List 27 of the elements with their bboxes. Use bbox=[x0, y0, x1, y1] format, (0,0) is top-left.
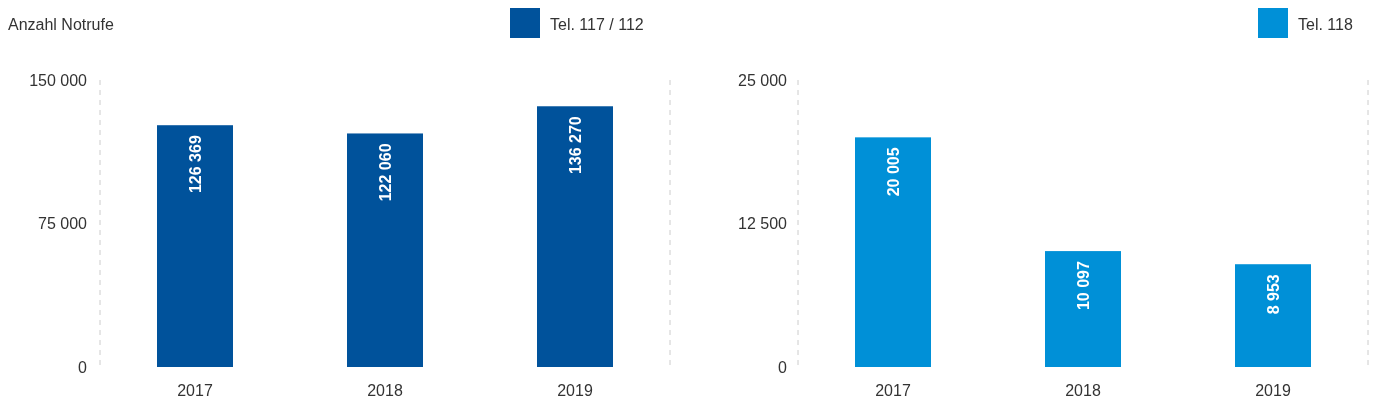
x-tick-label: 2019 bbox=[557, 381, 593, 399]
data-label: 8 953 bbox=[1264, 274, 1282, 315]
legend-label: Tel. 118 bbox=[1298, 15, 1353, 33]
y-tick-label: 0 bbox=[778, 358, 788, 376]
y-tick-label: 0 bbox=[78, 358, 88, 376]
x-tick-label: 2018 bbox=[1065, 381, 1101, 399]
bar bbox=[855, 137, 931, 367]
data-label: 126 369 bbox=[186, 135, 204, 194]
bar bbox=[347, 133, 423, 367]
bar bbox=[537, 106, 613, 367]
legend-label: Tel. 117 / 112 bbox=[550, 15, 644, 33]
bar bbox=[157, 125, 233, 367]
data-label: 136 270 bbox=[566, 116, 584, 175]
data-label: 10 097 bbox=[1074, 260, 1092, 311]
bar bbox=[1235, 264, 1311, 367]
bar bbox=[1045, 251, 1121, 367]
y-tick-label: 25 000 bbox=[738, 71, 788, 89]
data-label: 20 005 bbox=[884, 147, 902, 197]
y-tick-label: 150 000 bbox=[29, 71, 88, 89]
y-tick-label: 75 000 bbox=[38, 215, 88, 232]
x-tick-label: 2019 bbox=[1255, 381, 1291, 399]
x-tick-label: 2017 bbox=[177, 381, 213, 399]
data-label: 122 060 bbox=[376, 143, 394, 202]
y-tick-label: 12 500 bbox=[738, 215, 788, 232]
y-axis-title: Anzahl Notrufe bbox=[8, 16, 114, 33]
x-tick-label: 2017 bbox=[875, 381, 911, 399]
x-tick-label: 2018 bbox=[367, 381, 403, 399]
